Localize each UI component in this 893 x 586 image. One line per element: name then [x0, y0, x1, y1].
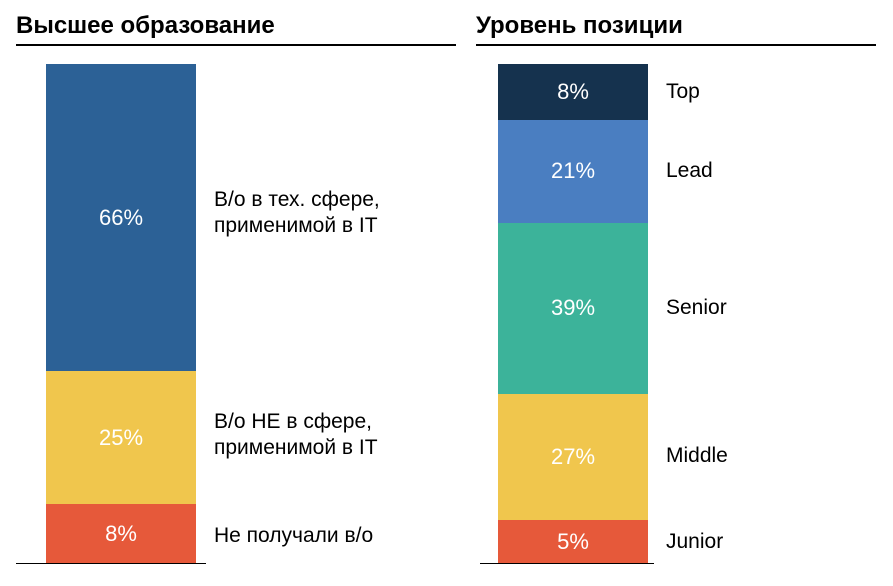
position-seg-1: 21% — [498, 120, 648, 224]
position-label-0: Top — [666, 64, 728, 120]
education-label-0: В/о в тех. сфере,применимой в IT — [214, 64, 380, 362]
position-seg-4: 5% — [498, 520, 648, 565]
position-chart-body: 8% 21% 39% 27% 5% Top Lead Senior Middle… — [476, 64, 876, 574]
position-label-3: Middle — [666, 394, 728, 520]
education-labels: В/о в тех. сфере,применимой в IT В/о НЕ … — [214, 64, 380, 564]
charts-container: Высшее образование 66% 25% 8% В/о в тех.… — [16, 12, 877, 574]
position-seg-0: 8% — [498, 64, 648, 120]
position-label-1: Lead — [666, 120, 728, 224]
position-label-4: Junior — [666, 519, 728, 564]
position-labels: Top Lead Senior Middle Junior — [666, 64, 728, 564]
education-chart: Высшее образование 66% 25% 8% В/о в тех.… — [16, 12, 456, 574]
position-bar: 8% 21% 39% 27% 5% — [498, 64, 648, 564]
education-label-1: В/о НЕ в сфере,применимой в IT — [214, 362, 380, 508]
education-label-2: Не получали в/о — [214, 508, 380, 564]
education-chart-title: Высшее образование — [16, 12, 456, 46]
education-bar: 66% 25% 8% — [46, 64, 196, 564]
position-seg-3: 27% — [498, 394, 648, 520]
education-chart-body: 66% 25% 8% В/о в тех. сфере,применимой в… — [16, 64, 456, 574]
education-seg-0: 66% — [46, 64, 196, 371]
education-seg-2: 8% — [46, 504, 196, 564]
position-chart-title: Уровень позиции — [476, 12, 876, 46]
position-chart: Уровень позиции 8% 21% 39% 27% 5% Top Le… — [476, 12, 876, 574]
education-seg-1: 25% — [46, 371, 196, 504]
position-seg-2: 39% — [498, 223, 648, 393]
position-label-2: Senior — [666, 223, 728, 393]
